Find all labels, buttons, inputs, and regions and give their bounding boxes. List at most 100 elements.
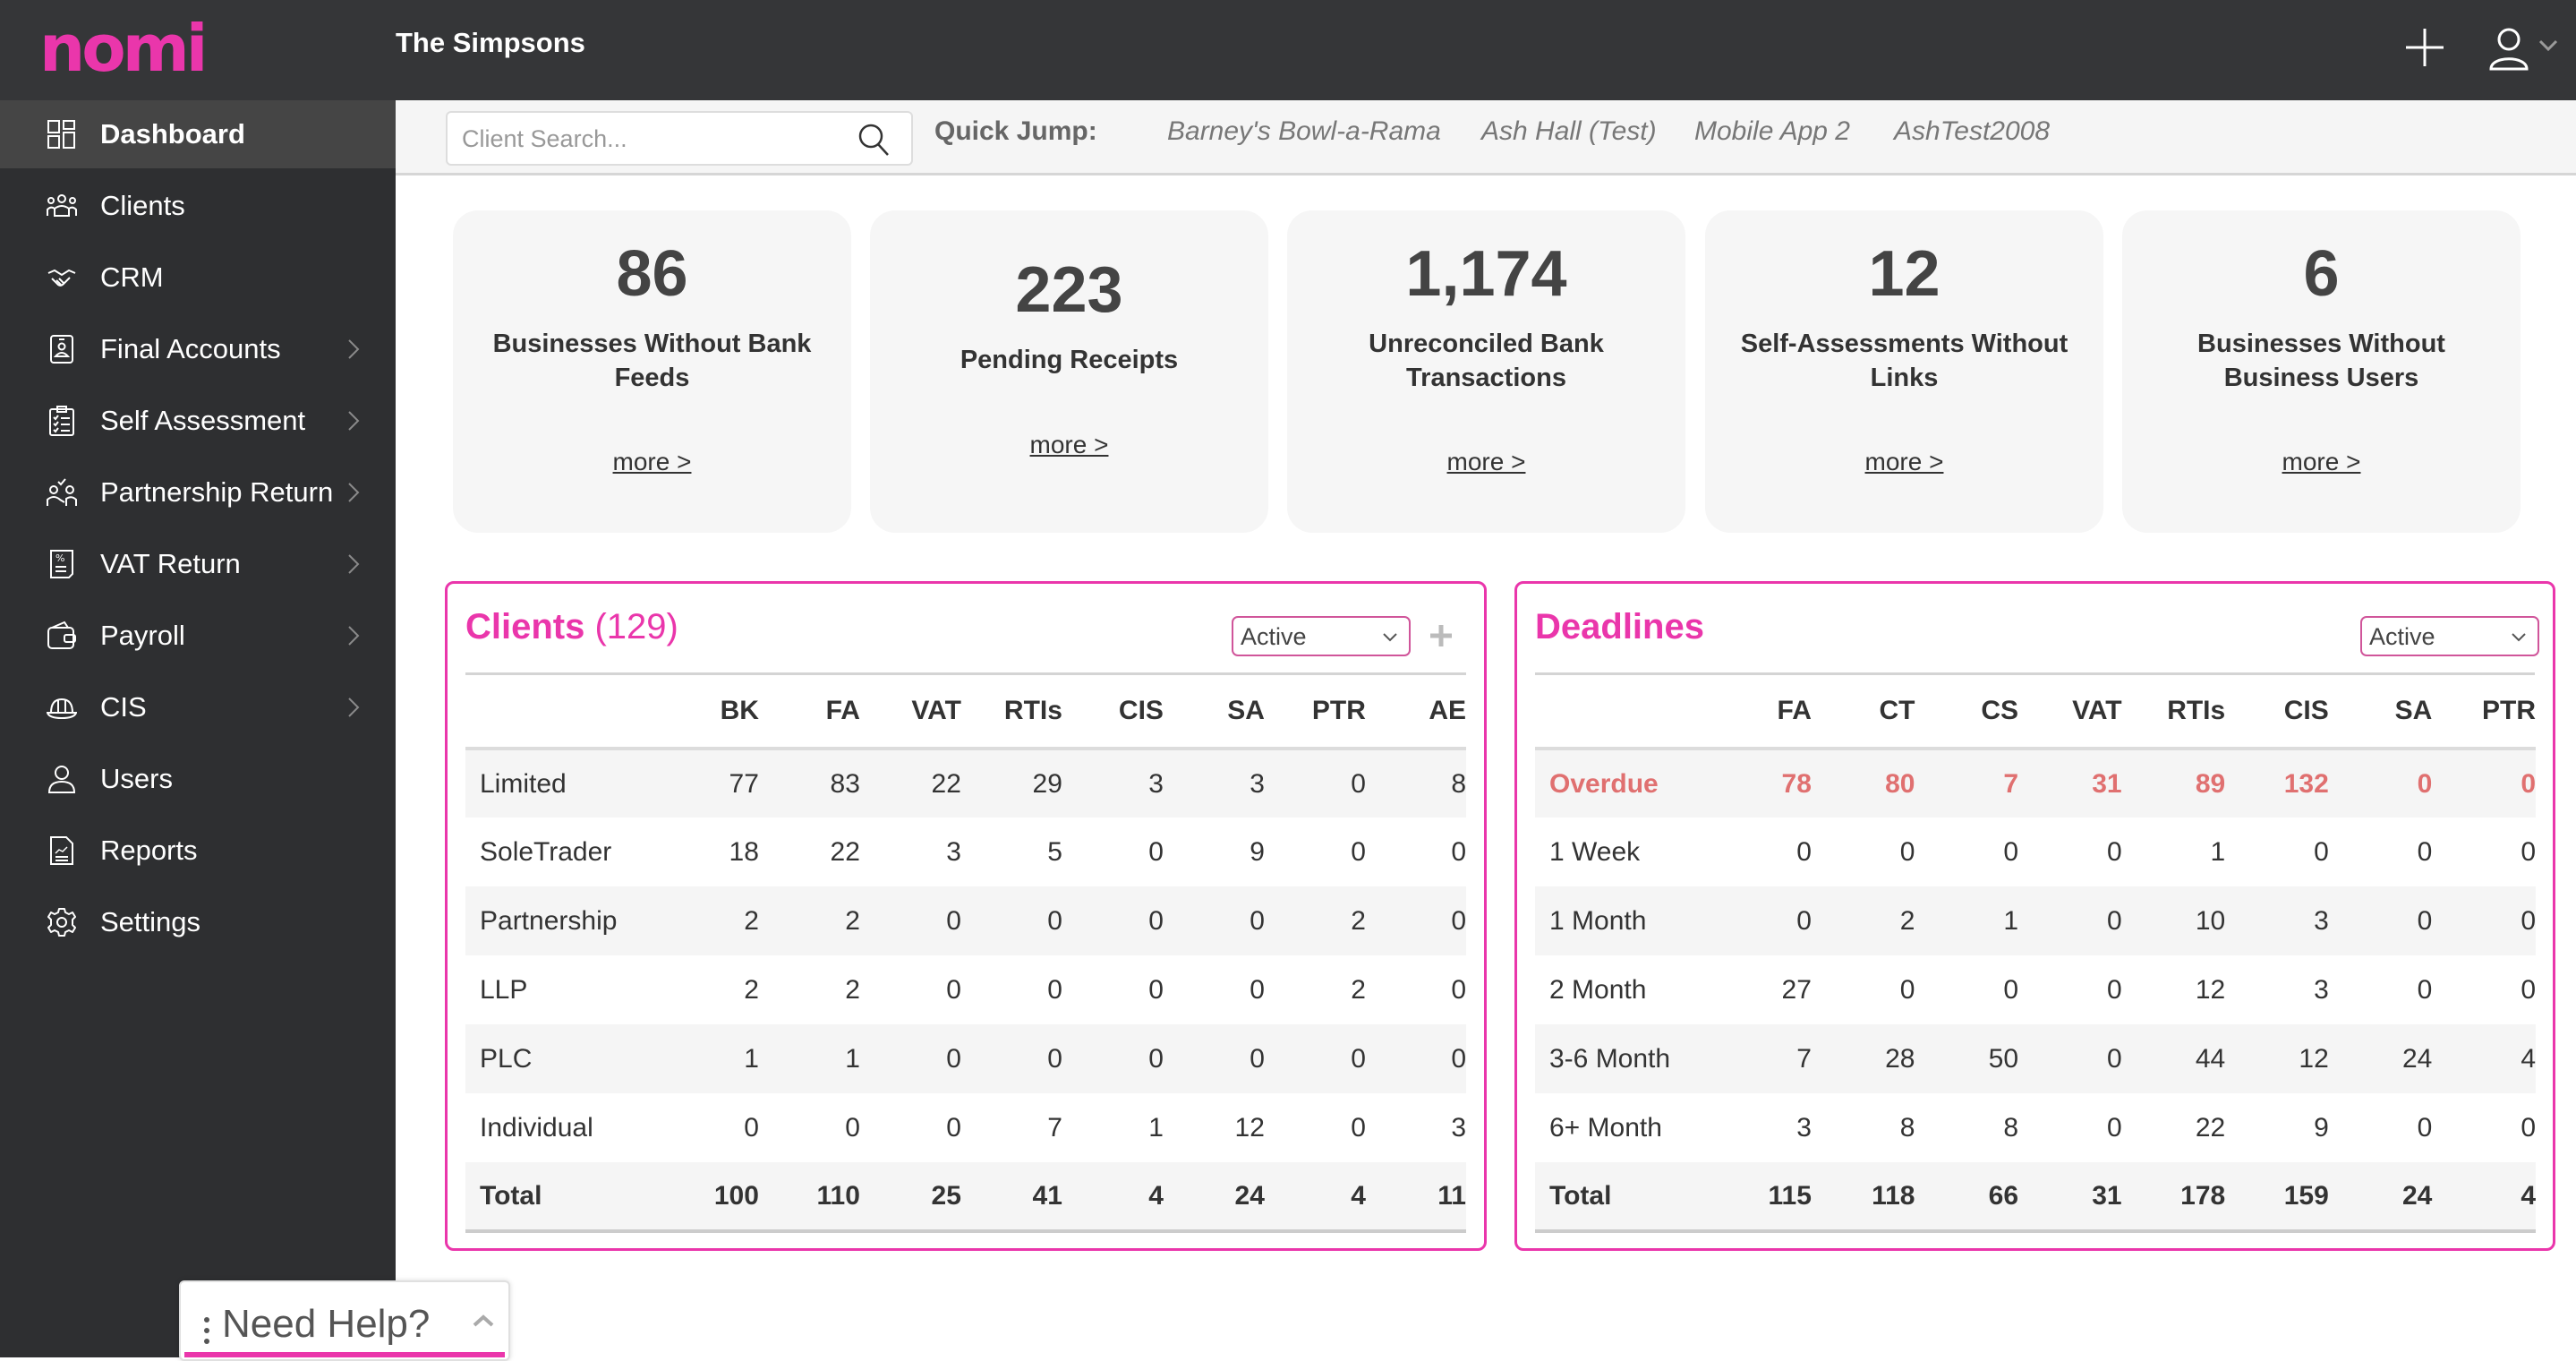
column-header: CT xyxy=(1811,675,1915,750)
table-row: 1 Week 0 0 0 0 1 0 0 0 xyxy=(1535,817,2536,886)
more-link[interactable]: more > xyxy=(612,448,692,475)
table-cell: 1 xyxy=(758,1024,860,1093)
table-cell: 1 xyxy=(2210,836,2226,867)
deadlines-status-select[interactable]: Active xyxy=(2360,616,2539,656)
divider xyxy=(465,672,1466,675)
chevron-down-icon[interactable] xyxy=(2538,39,2558,52)
sidebar-item-payroll[interactable]: Payroll xyxy=(0,602,396,670)
more-link[interactable]: more > xyxy=(2282,448,2361,475)
clients-status-select[interactable]: Active xyxy=(1232,616,1411,656)
add-client-icon[interactable] xyxy=(1429,623,1454,648)
table-cell: 0 xyxy=(1899,974,1915,1005)
nomi-logo[interactable]: nomi xyxy=(39,11,208,86)
stat-label: Businesses Without Business Users xyxy=(2197,330,2445,392)
table-cell: 100 xyxy=(657,1162,759,1233)
quick-jump-link[interactable]: AshTest2008 xyxy=(1894,116,2051,146)
column-header: FA xyxy=(1718,675,1812,750)
table-cell: 0 xyxy=(2417,974,2433,1005)
stat-card-pending-receipts: 223 Pending Receipts more > xyxy=(870,210,1268,533)
table-cell: 0 xyxy=(2003,836,2019,867)
sidebar-item-final-accounts[interactable]: Final Accounts xyxy=(0,315,396,383)
table-cell: 0 xyxy=(1264,749,1366,817)
row-label: 2 Month xyxy=(1549,974,1647,1005)
sidebar-item-settings[interactable]: Settings xyxy=(0,888,396,956)
need-help-label: Need Help? xyxy=(222,1302,431,1346)
table-cell: 77 xyxy=(657,749,759,817)
sidebar-item-self-assessment[interactable]: Self Assessment xyxy=(0,387,396,455)
table-cell: 0 xyxy=(1264,1024,1366,1093)
table-cell: 2 xyxy=(1264,886,1366,955)
quick-jump-link[interactable]: Mobile App 2 xyxy=(1694,116,1850,146)
table-cell: 31 xyxy=(2018,1162,2122,1233)
drag-handle-icon[interactable] xyxy=(204,1314,209,1347)
table-row: 3-6 Month 7 28 50 0 44 12 24 4 xyxy=(1535,1024,2536,1093)
sidebar-item-users[interactable]: Users xyxy=(0,745,396,813)
panel-title: Clients (129) xyxy=(465,607,678,647)
table-row: Partnership 2 2 0 0 0 0 2 0 xyxy=(465,886,1466,955)
more-link[interactable]: more > xyxy=(1446,448,1526,475)
table-header-row: BK FA VAT RTIs CIS SA PTR AE xyxy=(465,675,1466,750)
sidebar-item-partnership-return[interactable]: Partnership Return xyxy=(0,458,396,526)
table-row: 1 Month 0 2 1 0 10 3 0 0 xyxy=(1535,886,2536,955)
row-label: 3-6 Month xyxy=(1535,1024,1719,1093)
client-search-input[interactable] xyxy=(462,122,838,156)
table-cell: 8 xyxy=(2003,1112,2019,1143)
select-value: Active xyxy=(1241,623,1307,650)
sidebar-item-label: VAT Return xyxy=(100,548,241,579)
table-cell: 0 xyxy=(1148,974,1164,1005)
column-header xyxy=(465,675,658,750)
table-cell: 0 xyxy=(744,1112,759,1143)
table-cell: 50 xyxy=(1915,1024,2019,1093)
table-cell: 0 xyxy=(859,1024,961,1093)
table-cell: 5 xyxy=(1047,836,1062,867)
table-cell: 4 xyxy=(2432,1162,2536,1233)
table-cell: 178 xyxy=(2121,1162,2226,1233)
sidebar-item-reports[interactable]: Reports xyxy=(0,817,396,885)
table-cell: 12 xyxy=(1234,1112,1265,1143)
stat-value: 6 xyxy=(2303,238,2340,310)
stat-value: 86 xyxy=(616,238,688,310)
clients-count: (129) xyxy=(594,607,678,646)
table-cell: 1 xyxy=(1915,886,2019,955)
table-cell: 1 xyxy=(1148,1112,1164,1143)
table-cell: 12 xyxy=(2195,974,2226,1005)
stat-card-unreconciled: 1,174 Unreconciled Bank Transactions mor… xyxy=(1287,210,1685,533)
sidebar-item-clients[interactable]: Clients xyxy=(0,172,396,240)
more-link[interactable]: more > xyxy=(1029,431,1109,458)
more-link[interactable]: more > xyxy=(1864,448,1944,475)
table-cell: 18 xyxy=(729,836,759,867)
table-cell: 24 xyxy=(2328,1162,2433,1233)
user-icon[interactable] xyxy=(2488,27,2529,72)
table-cell: 4 xyxy=(1264,1162,1366,1233)
sidebar-item-vat-return[interactable]: % VAT Return xyxy=(0,530,396,598)
sidebar-item-label: Payroll xyxy=(100,620,185,651)
table-cell: 3 xyxy=(1062,749,1164,817)
table-cell: 0 xyxy=(1365,1024,1466,1093)
column-header xyxy=(1535,675,1719,750)
table-cell: 0 xyxy=(2417,1112,2433,1143)
sidebar-item-crm[interactable]: CRM xyxy=(0,244,396,312)
percent-document-icon: % xyxy=(50,550,73,578)
need-help-widget[interactable]: Need Help? xyxy=(179,1280,510,1361)
help-accent-bar xyxy=(184,1352,505,1357)
search-icon[interactable] xyxy=(856,122,891,158)
clipboard-checklist-icon xyxy=(49,406,74,436)
table-cell: 22 xyxy=(830,836,860,867)
plus-icon[interactable] xyxy=(2404,27,2445,68)
svg-text:%: % xyxy=(55,552,64,564)
quick-jump-link[interactable]: Barney's Bowl-a-Rama xyxy=(1167,116,1441,146)
sidebar-item-dashboard[interactable]: Dashboard xyxy=(0,100,396,168)
sidebar-item-cis[interactable]: CIS xyxy=(0,673,396,741)
stat-value: 12 xyxy=(1868,238,1941,310)
table-cell: 29 xyxy=(960,749,1062,817)
row-label: 1 Week xyxy=(1549,836,1641,867)
hard-hat-icon xyxy=(47,698,77,720)
table-cell: 8 xyxy=(1365,749,1466,817)
column-header: SA xyxy=(1163,675,1265,750)
table-row: Limited 77 83 22 29 3 3 0 8 xyxy=(465,749,1466,817)
table-cell: 3 xyxy=(2225,886,2329,955)
deadlines-panel: Deadlines Active FA CT CS VAT RTIs CIS S… xyxy=(1514,581,2555,1251)
chevron-up-icon[interactable] xyxy=(473,1314,494,1327)
table-cell: 89 xyxy=(2121,749,2226,817)
quick-jump-link[interactable]: Ash Hall (Test) xyxy=(1481,116,1657,146)
